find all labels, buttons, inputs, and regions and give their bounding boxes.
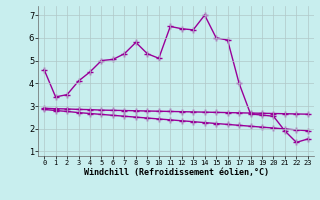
X-axis label: Windchill (Refroidissement éolien,°C): Windchill (Refroidissement éolien,°C): [84, 168, 268, 177]
